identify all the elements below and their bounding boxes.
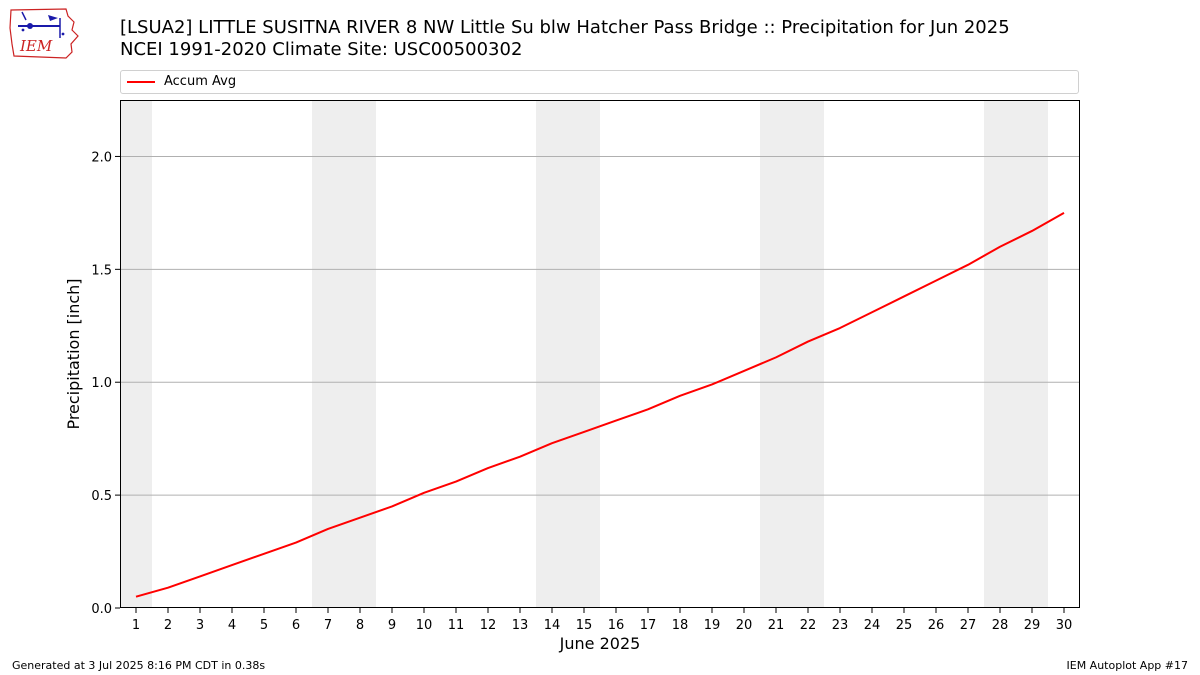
grid-lines	[120, 155, 1080, 496]
x-tick-label: 5	[260, 618, 268, 633]
x-tick-label: 15	[576, 618, 593, 633]
data-point	[135, 596, 137, 598]
data-point	[263, 553, 265, 555]
data-point	[743, 370, 745, 372]
data-point	[231, 564, 233, 566]
iem-logo: IEM	[9, 8, 79, 59]
x-tick-label: 29	[1024, 618, 1041, 633]
data-point	[967, 264, 969, 266]
x-tick-label: 8	[356, 618, 364, 633]
data-point	[999, 246, 1001, 248]
x-tick-label: 3	[196, 618, 204, 633]
data-point	[871, 311, 873, 313]
x-tick-label: 9	[388, 618, 396, 633]
weekend-shade	[120, 100, 152, 608]
y-tick-label: 2.0	[91, 150, 112, 165]
x-tick-label: 2	[164, 618, 172, 633]
x-tick-label: 6	[292, 618, 300, 633]
data-point	[423, 492, 425, 494]
data-point	[359, 517, 361, 519]
x-tick-label: 20	[736, 618, 753, 633]
x-tick-label: 18	[672, 618, 689, 633]
generated-timestamp: Generated at 3 Jul 2025 8:16 PM CDT in 0…	[12, 659, 266, 672]
data-point	[327, 528, 329, 530]
data-point	[519, 456, 521, 458]
series-layer	[135, 212, 1065, 598]
data-point	[167, 587, 169, 589]
x-tick-label: 14	[544, 618, 561, 633]
weekend-shade	[536, 100, 600, 608]
x-tick-label: 1	[132, 618, 140, 633]
data-point	[935, 280, 937, 282]
x-tick-label: 19	[704, 618, 721, 633]
series-line-accum-avg	[135, 212, 1065, 598]
legend-label-accum-avg: Accum Avg	[164, 74, 237, 89]
iowa-outline	[9, 8, 79, 59]
x-tick-label: 23	[832, 618, 849, 633]
x-tick-label: 13	[512, 618, 529, 633]
y-axis: 0.0 0.5 1.0 1.5 2.0	[91, 150, 120, 617]
x-tick-label: 26	[928, 618, 945, 633]
x-tick-label: 11	[448, 618, 465, 633]
chart-subtitle: NCEI 1991-2020 Climate Site: USC00500302	[120, 39, 523, 60]
data-point	[551, 442, 553, 444]
data-point	[295, 542, 297, 544]
x-tick-label: 4	[228, 618, 236, 633]
legend-swatch-accum-avg	[127, 81, 155, 83]
data-point	[199, 575, 201, 577]
data-point	[775, 356, 777, 358]
x-tick-label: 17	[640, 618, 657, 633]
data-point	[583, 431, 585, 433]
y-tick-label: 1.0	[91, 376, 112, 391]
data-point	[679, 395, 681, 397]
data-point	[391, 505, 393, 507]
data-point	[807, 341, 809, 343]
y-axis-label: Precipitation [inch]	[64, 278, 83, 429]
data-point	[711, 383, 713, 385]
data-point	[487, 467, 489, 469]
weekend-shade	[760, 100, 824, 608]
x-tick-label: 7	[324, 618, 332, 633]
data-point	[647, 408, 649, 410]
x-axis: 1 2 3 4 5 6 7 8 9 10 11 12 13 14 15 16 17 18 19 20 21 22 23 24 2…	[132, 608, 1072, 633]
x-tick-label: 16	[608, 618, 625, 633]
logo-text: IEM	[19, 37, 53, 55]
chart-title: [LSUA2] LITTLE SUSITNA RIVER 8 NW Little…	[120, 17, 1010, 38]
y-tick-label: 0.0	[91, 602, 112, 617]
data-point	[615, 420, 617, 422]
x-tick-label: 12	[480, 618, 497, 633]
plot-frame	[120, 100, 1080, 608]
x-tick-label: 10	[416, 618, 433, 633]
y-tick-label: 0.5	[91, 489, 112, 504]
y-tick-label: 1.5	[91, 263, 112, 278]
x-tick-label: 27	[960, 618, 977, 633]
data-point	[1031, 230, 1033, 232]
weather-station-icon	[18, 11, 65, 38]
data-point	[455, 481, 457, 483]
x-tick-label: 25	[896, 618, 913, 633]
x-tick-label: 30	[1056, 618, 1073, 633]
data-point	[1063, 212, 1065, 214]
x-tick-label: 28	[992, 618, 1009, 633]
x-tick-label: 22	[800, 618, 817, 633]
x-tick-label: 24	[864, 618, 881, 633]
weekend-shade	[984, 100, 1048, 608]
legend: Accum Avg	[120, 70, 1079, 94]
weekend-shading	[120, 100, 1048, 608]
x-tick-label: 21	[768, 618, 785, 633]
data-point	[903, 295, 905, 297]
autoplot-app-label: IEM Autoplot App #17	[1066, 659, 1189, 672]
data-point	[839, 327, 841, 329]
x-axis-label: June 2025	[559, 634, 641, 653]
